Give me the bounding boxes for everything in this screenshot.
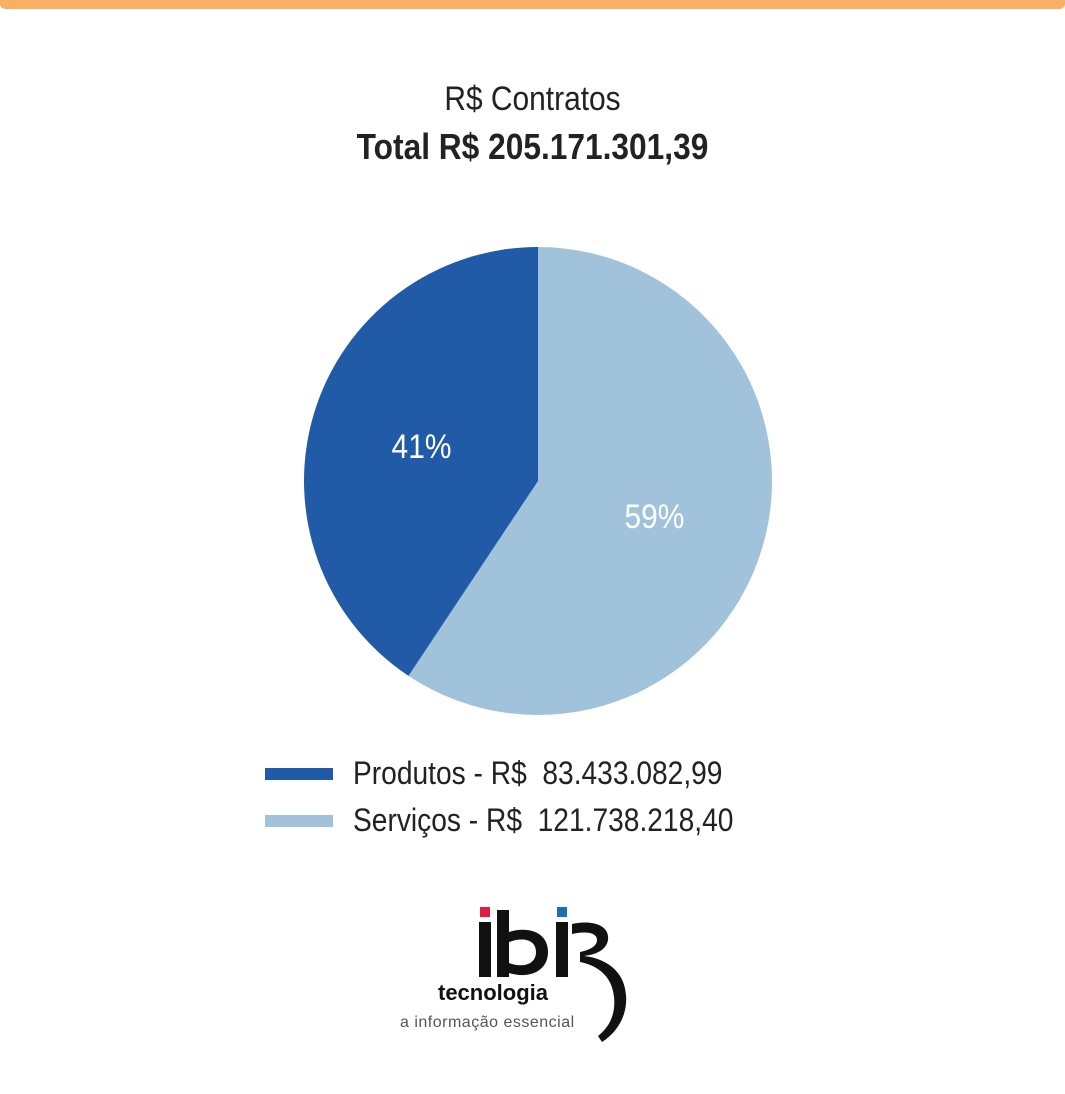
legend-item: Serviços - R$ 121.738.218,40 <box>265 797 785 844</box>
legend-label: Produtos - R$ 83.433.082,99 <box>353 755 723 791</box>
chart-subtitle-total: Total R$ 205.171.301,39 <box>356 126 709 167</box>
logo-b-stem <box>497 910 509 977</box>
top-accent-bar <box>0 0 1065 9</box>
pie-label-produtos: 41% <box>392 427 452 465</box>
logo-word: tecnologia <box>438 980 549 1005</box>
chart-title: R$ Contratos <box>444 80 621 118</box>
logo-red-dot <box>480 907 490 917</box>
logo-swirl <box>572 922 627 1042</box>
logo-i2-stem <box>556 922 568 977</box>
pie-slice-produtos <box>304 247 538 676</box>
logo-tagline: a informação essencial <box>400 1014 575 1031</box>
logo-blue-dot <box>557 907 567 917</box>
legend-item: Produtos - R$ 83.433.082,99 <box>265 750 785 797</box>
pie-label-servicos: 59% <box>625 497 685 535</box>
chart-legend: Produtos - R$ 83.433.082,99 Serviços - R$… <box>265 750 785 844</box>
logo-b-bowl <box>509 929 548 976</box>
legend-label: Serviços - R$ 121.738.218,40 <box>353 802 734 838</box>
legend-swatch <box>265 767 333 780</box>
pie-slice-servicos <box>408 247 772 715</box>
legend-swatch <box>265 814 333 827</box>
logo-i-stem <box>479 922 491 977</box>
